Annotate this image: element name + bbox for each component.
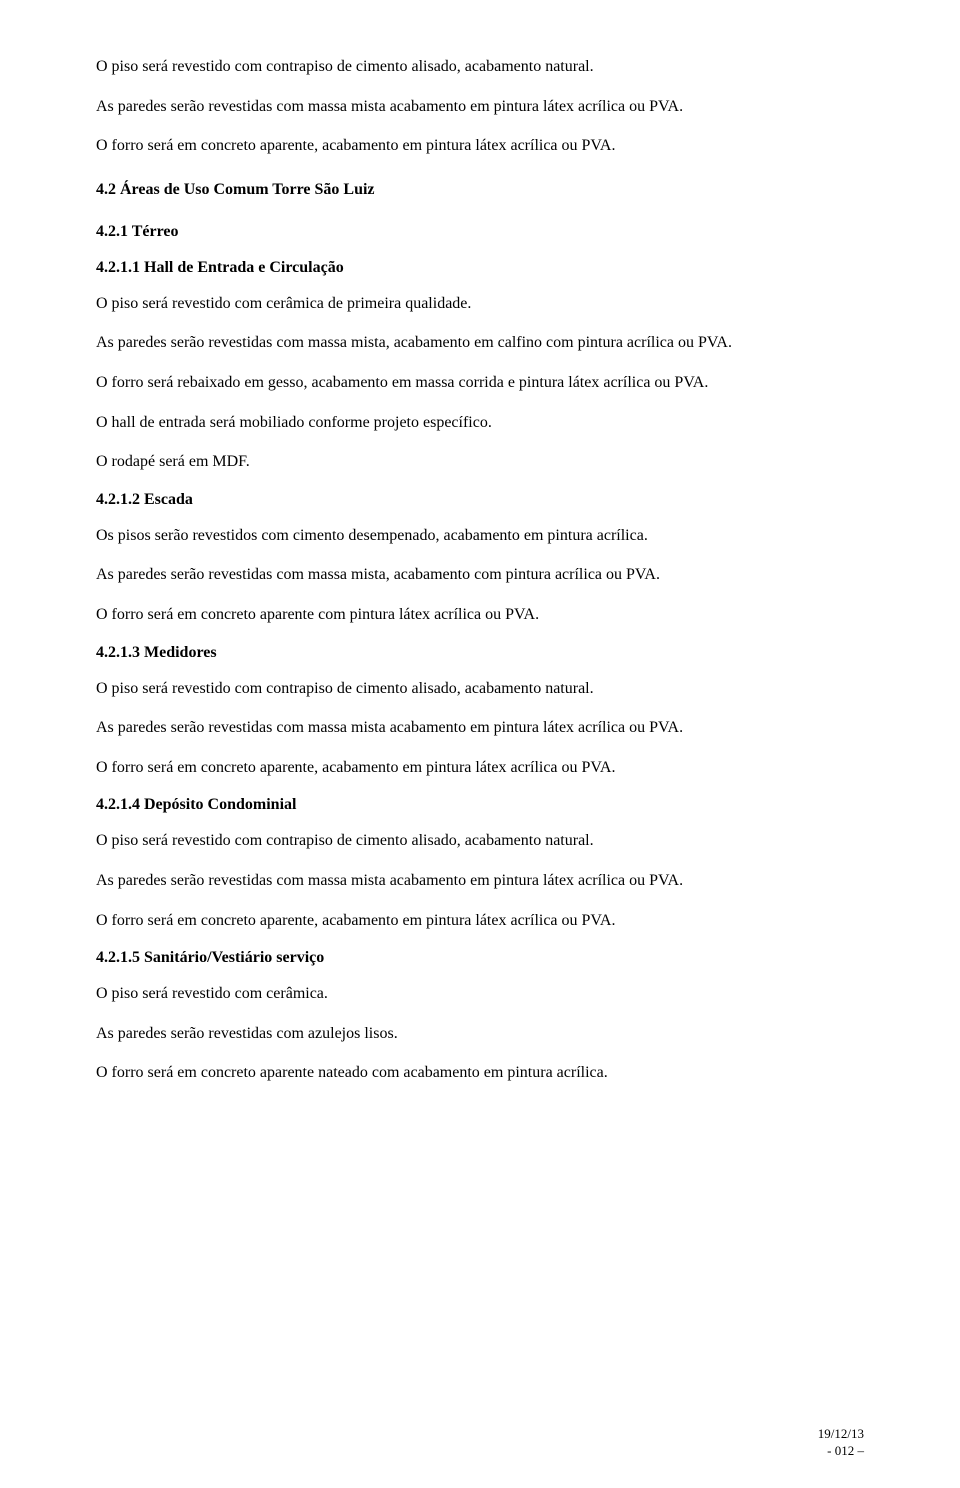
paragraph-text: O piso será revestido com contrapiso de … bbox=[96, 830, 864, 852]
section-heading-4-2-1: 4.2.1 Térreo bbox=[96, 223, 864, 241]
paragraph-text: Os pisos serão revestidos com cimento de… bbox=[96, 525, 864, 547]
paragraph-text: O piso será revestido com contrapiso de … bbox=[96, 56, 864, 78]
paragraph-text: As paredes serão revestidas com massa mi… bbox=[96, 870, 864, 892]
footer-page-number: - 012 – bbox=[818, 1443, 864, 1460]
section-heading-4-2-1-2: 4.2.1.2 Escada bbox=[96, 491, 864, 509]
paragraph-text: O forro será rebaixado em gesso, acabame… bbox=[96, 372, 864, 394]
paragraph-text: O hall de entrada será mobiliado conform… bbox=[96, 412, 864, 434]
paragraph-text: O rodapé será em MDF. bbox=[96, 451, 864, 473]
section-heading-4-2-1-4: 4.2.1.4 Depósito Condominial bbox=[96, 796, 864, 814]
section-heading-4-2-1-3: 4.2.1.3 Medidores bbox=[96, 644, 864, 662]
section-heading-4-2-1-5: 4.2.1.5 Sanitário/Vestiário serviço bbox=[96, 949, 864, 967]
paragraph-text: As paredes serão revestidas com massa mi… bbox=[96, 717, 864, 739]
paragraph-text: O forro será em concreto aparente, acaba… bbox=[96, 757, 864, 779]
paragraph-text: As paredes serão revestidas com massa mi… bbox=[96, 96, 864, 118]
section-heading-4-2: 4.2 Áreas de Uso Comum Torre São Luiz bbox=[96, 181, 864, 199]
footer-date: 19/12/13 bbox=[818, 1426, 864, 1443]
paragraph-text: As paredes serão revestidas com massa mi… bbox=[96, 564, 864, 586]
paragraph-text: As paredes serão revestidas com massa mi… bbox=[96, 332, 864, 354]
paragraph-text: O piso será revestido com cerâmica. bbox=[96, 983, 864, 1005]
paragraph-text: O piso será revestido com contrapiso de … bbox=[96, 678, 864, 700]
section-heading-4-2-1-1: 4.2.1.1 Hall de Entrada e Circulação bbox=[96, 259, 864, 277]
paragraph-text: O forro será em concreto aparente natead… bbox=[96, 1062, 864, 1084]
paragraph-text: O forro será em concreto aparente com pi… bbox=[96, 604, 864, 626]
paragraph-text: O forro será em concreto aparente, acaba… bbox=[96, 135, 864, 157]
paragraph-text: O forro será em concreto aparente, acaba… bbox=[96, 910, 864, 932]
page-footer: 19/12/13 - 012 – bbox=[818, 1426, 864, 1460]
paragraph-text: As paredes serão revestidas com azulejos… bbox=[96, 1023, 864, 1045]
paragraph-text: O piso será revestido com cerâmica de pr… bbox=[96, 293, 864, 315]
